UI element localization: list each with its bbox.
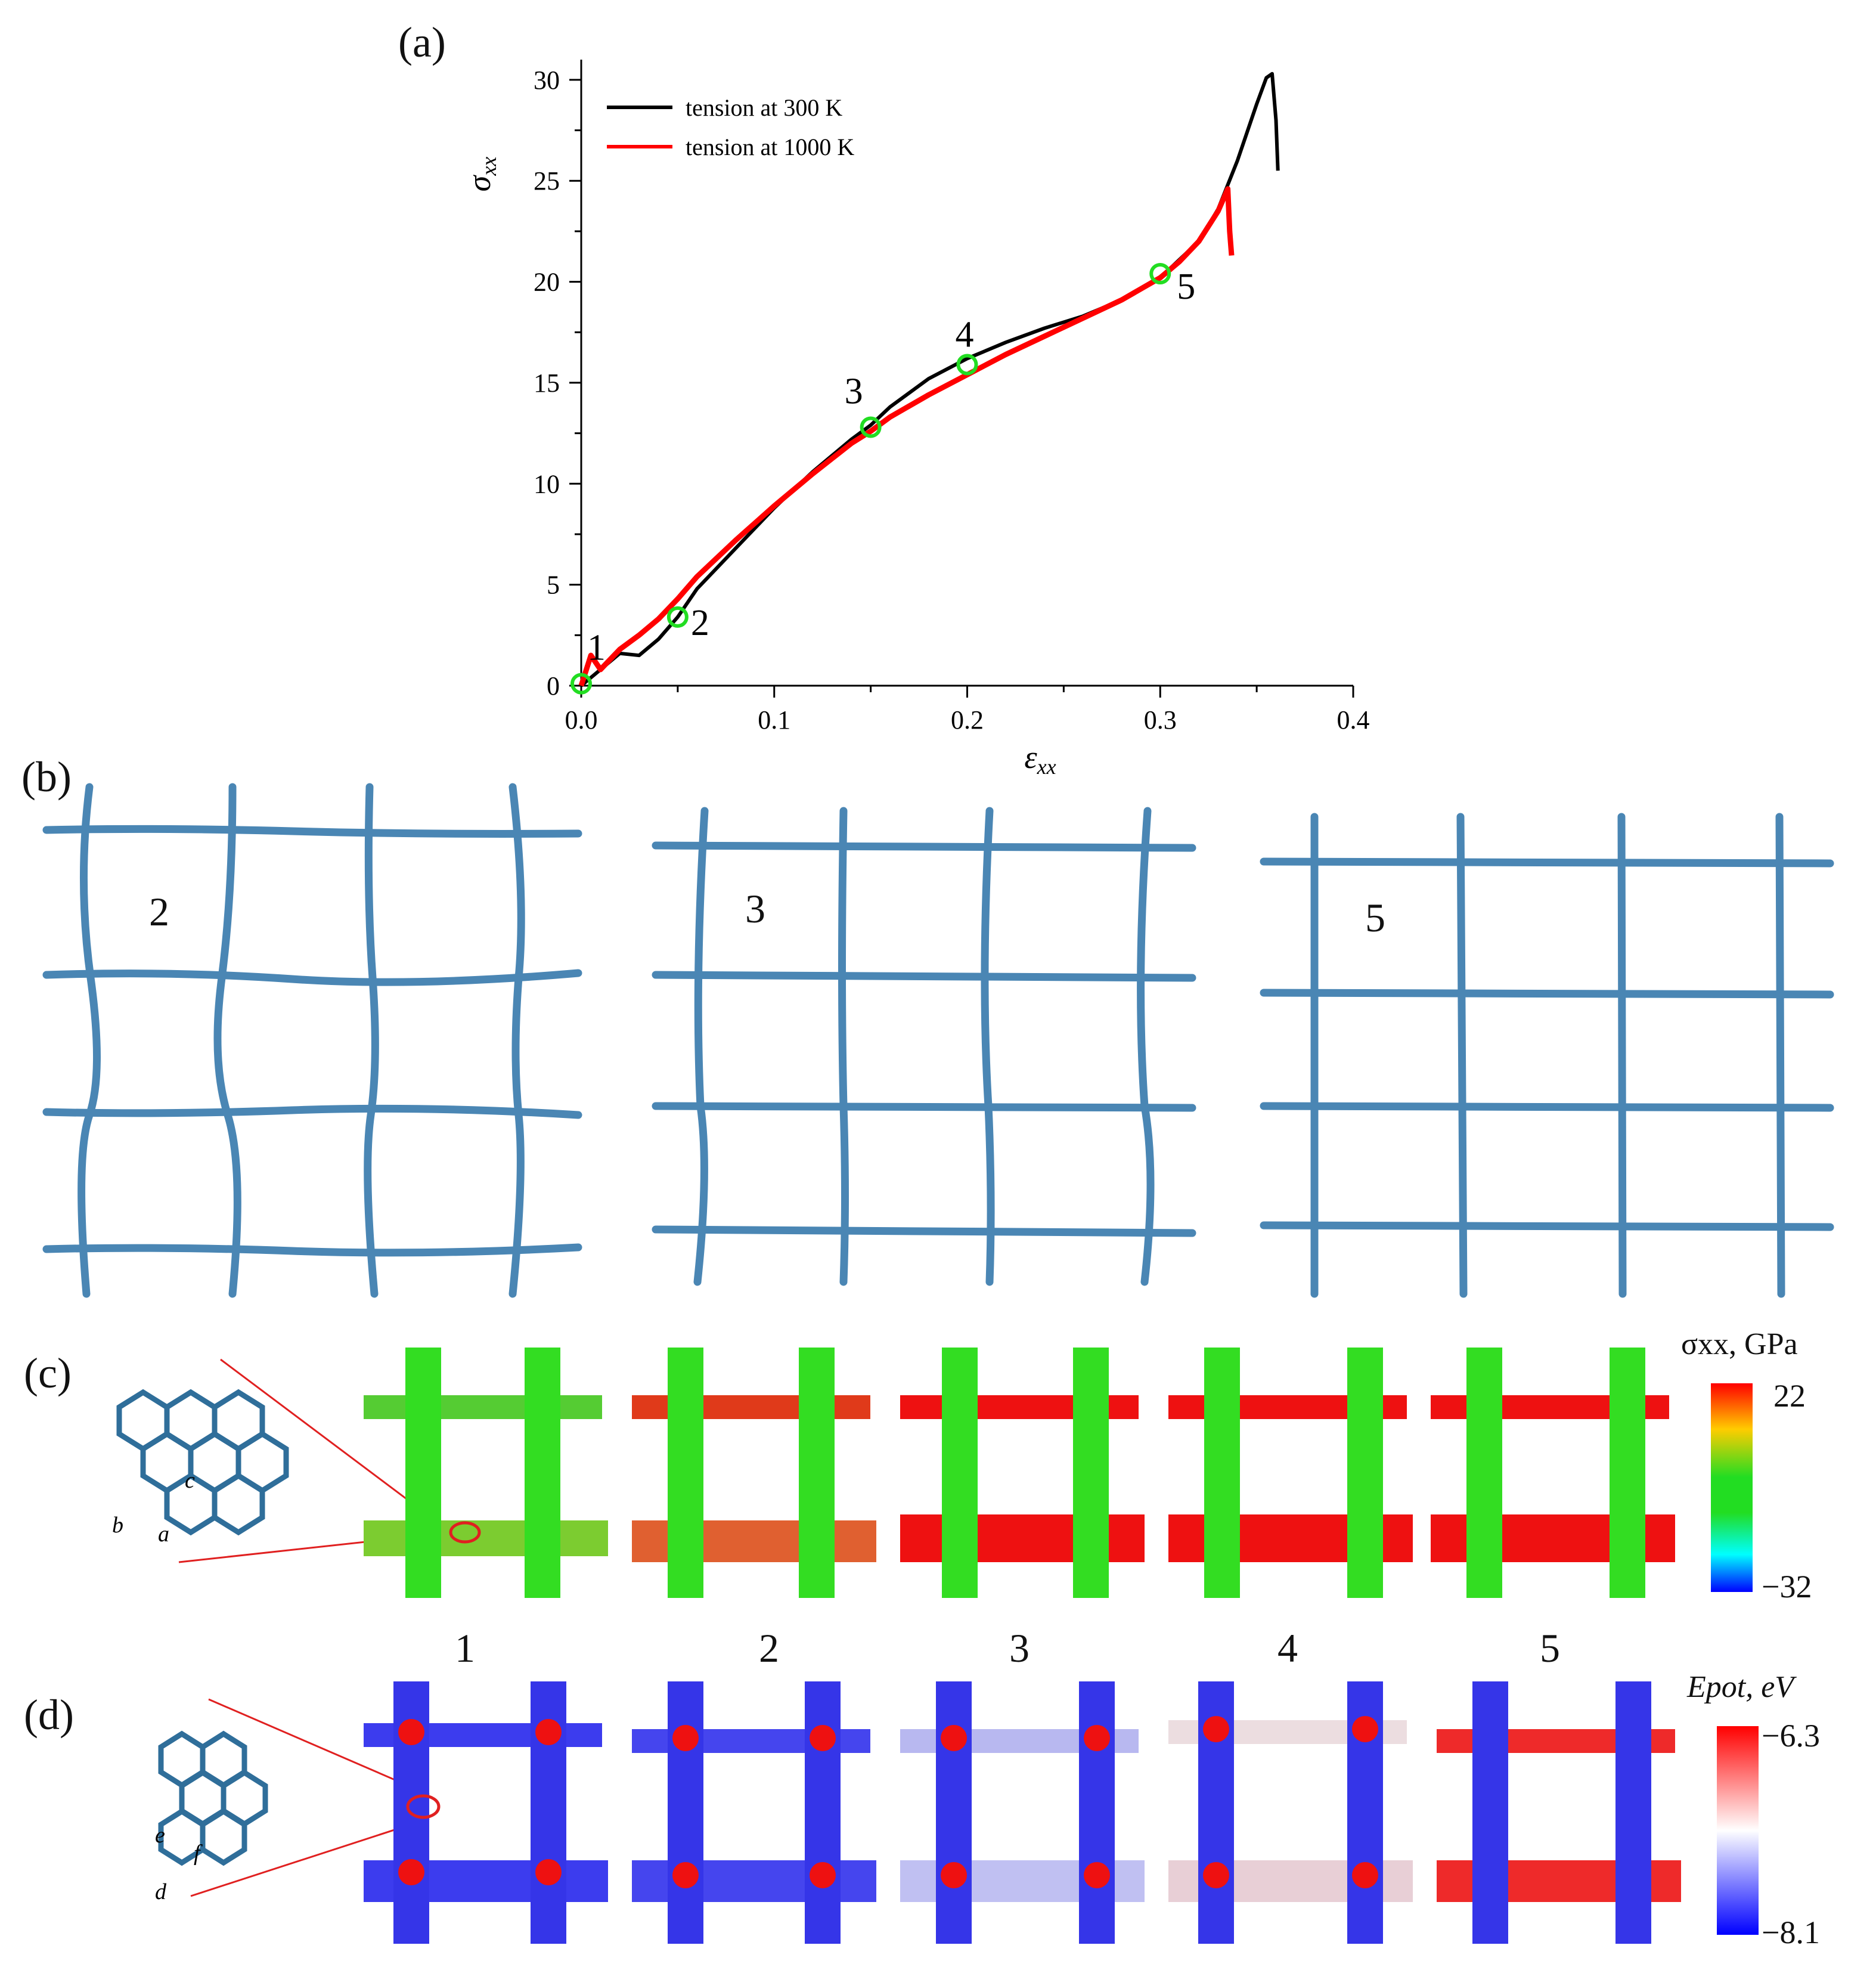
state-marker-label-5: 5 <box>1177 267 1195 307</box>
snapshot-2-lattice <box>42 783 582 1298</box>
inset-d-label-e: e <box>155 1823 165 1848</box>
state-marker-1 <box>570 673 592 695</box>
snapshot-label-2: 2 <box>149 889 169 934</box>
panel-d-inset-lattice <box>158 1730 268 1866</box>
panel-d-graphics: d e f <box>155 1681 1681 1944</box>
panel-d-state-4 <box>1168 1681 1413 1944</box>
state-marker-label-1: 1 <box>587 628 606 668</box>
x-axis-label: εxx <box>1024 739 1056 779</box>
colorbar-d-max: −6.3 <box>1762 1718 1820 1754</box>
y-tick-label: 10 <box>534 469 560 498</box>
series-line-1000k <box>578 186 1235 687</box>
colorbar-c-min: −32 <box>1762 1569 1812 1605</box>
state-marker-5 <box>1149 263 1171 285</box>
inset-c-label-c: c <box>185 1468 195 1493</box>
chart-series <box>578 72 1280 687</box>
colorbar-c-max: 22 <box>1773 1378 1806 1414</box>
y-axis-label: σxx <box>461 157 501 192</box>
state-label-3: 3 <box>1009 1625 1030 1671</box>
panel-d-state-3 <box>900 1681 1145 1944</box>
x-tick-label: 0.0 <box>565 705 598 735</box>
snapshot-5-lattice <box>1260 813 1834 1298</box>
panel-label-a: (a) <box>398 18 446 66</box>
snapshot-label-3: 3 <box>745 886 765 931</box>
x-tick-label: 0.4 <box>1337 705 1370 735</box>
colorbar-c <box>1711 1383 1753 1592</box>
legend-label-300k: tension at 300 K <box>686 94 842 121</box>
state-label-4: 4 <box>1277 1625 1298 1671</box>
y-tick-label: 30 <box>534 66 560 95</box>
y-tick-label: 0 <box>547 671 560 701</box>
colorbar-d <box>1717 1726 1759 1935</box>
panel-label-b: (b) <box>21 753 72 801</box>
colorbar-c-title: σxx, GPa <box>1681 1327 1798 1362</box>
panel-d-state-5 <box>1437 1681 1681 1944</box>
x-tick-label: 0.1 <box>758 705 790 735</box>
y-tick-label: 25 <box>534 166 560 196</box>
panel-c-inset-lattice <box>116 1389 289 1536</box>
state-label-5: 5 <box>1540 1625 1560 1671</box>
state-marker-3 <box>860 416 882 438</box>
snapshot-label-5: 5 <box>1365 895 1385 940</box>
panel-c-state-2 <box>632 1348 876 1598</box>
lattice-snapshots <box>42 783 1834 1298</box>
panel-label-c: (c) <box>24 1349 72 1397</box>
y-tick-label: 20 <box>534 268 560 297</box>
panel-d-state-2 <box>632 1681 876 1944</box>
colorbar-d-title-text: Epot, eV <box>1687 1670 1794 1704</box>
snapshot-3-lattice <box>652 807 1196 1286</box>
x-tick-label: 0.2 <box>951 705 984 735</box>
zoom-line-d-top <box>208 1698 430 1796</box>
chart-legend: tension at 300 K tension at 1000 K <box>607 94 854 160</box>
series-line-300k <box>580 72 1280 687</box>
panel-c-graphics: a b c <box>112 1348 1675 1598</box>
stress-strain-chart: 0.0 0.1 0.2 0.3 0.4 0 5 10 15 20 25 30 1 2 3 4 5 tensio… <box>461 60 1370 779</box>
inset-d-label-d: d <box>155 1879 167 1904</box>
chart-markers: 1 2 3 4 5 <box>570 263 1195 695</box>
inset-c-label-b: b <box>112 1513 123 1538</box>
colorbar-d-min: −8.1 <box>1762 1915 1820 1950</box>
state-marker-label-2: 2 <box>691 603 709 643</box>
panel-c-state-5 <box>1431 1348 1675 1598</box>
legend-label-1000k: tension at 1000 K <box>686 134 854 160</box>
x-tick-label: 0.3 <box>1144 705 1177 735</box>
state-label-2: 2 <box>759 1625 779 1671</box>
y-tick-label: 15 <box>534 368 560 398</box>
panel-c-state-1 <box>364 1348 608 1598</box>
zoom-line-d-bottom <box>190 1817 430 1897</box>
colorbar-d-title: Epot, eV <box>1687 1669 1794 1705</box>
inset-c-label-a: a <box>158 1522 169 1547</box>
panel-c-state-3 <box>900 1348 1145 1598</box>
state-label-1: 1 <box>455 1625 475 1671</box>
y-tick-label: 5 <box>547 571 560 600</box>
state-marker-4 <box>956 354 978 376</box>
state-marker-label-3: 3 <box>845 371 863 411</box>
panel-d-state-1 <box>364 1681 608 1944</box>
panel-label-d: (d) <box>24 1691 74 1739</box>
colorbar-c-title-text: σxx, GPa <box>1681 1327 1798 1361</box>
panel-c-state-4 <box>1168 1348 1413 1598</box>
state-marker-2 <box>666 606 689 628</box>
state-marker-label-4: 4 <box>956 314 974 355</box>
